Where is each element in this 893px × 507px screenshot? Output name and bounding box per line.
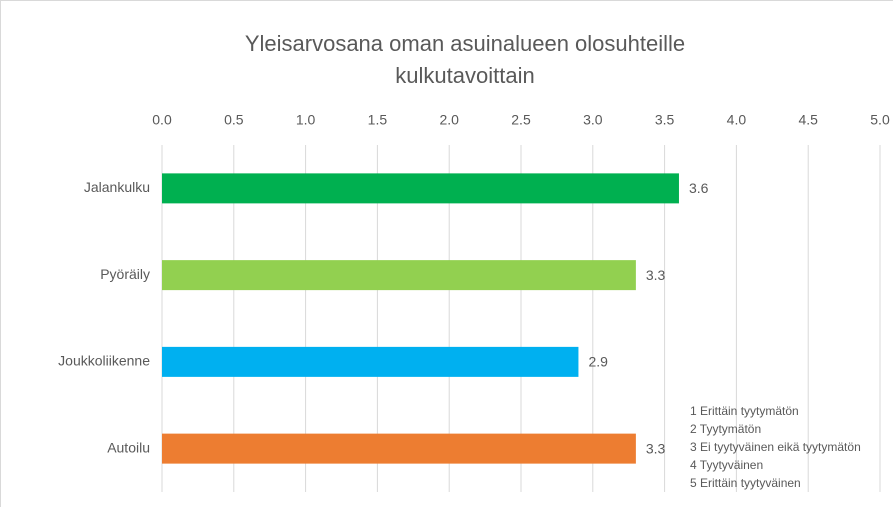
data-label: 3.3	[646, 267, 666, 283]
y-tick-label: Autoilu	[107, 439, 150, 455]
x-tick-label: 0.0	[152, 112, 172, 128]
annotation: 5 Erittäin tyytyväinen	[690, 476, 801, 490]
annotation: 3 Ei tyytyväinen eikä tyytymätön	[690, 440, 861, 454]
annotation: 1 Erittäin tyytymätön	[690, 404, 799, 418]
chart-title: Yleisarvosana oman asuinalueen olosuhtei…	[245, 31, 685, 56]
annotation: 4 Tyytyväinen	[690, 458, 763, 472]
x-tick-label: 1.0	[296, 112, 316, 128]
x-tick-label: 0.5	[224, 112, 244, 128]
y-tick-label: Pyöräily	[100, 266, 150, 282]
bar	[162, 260, 636, 291]
data-label: 2.9	[588, 354, 608, 370]
data-label: 3.6	[689, 180, 709, 196]
bar	[162, 433, 636, 464]
x-tick-label: 5.0	[870, 112, 890, 128]
x-tick-label: 4.5	[798, 112, 818, 128]
x-tick-label: 1.5	[368, 112, 388, 128]
chart-title: kulkutavoittain	[395, 63, 534, 88]
x-tick-label: 2.5	[511, 112, 531, 128]
y-tick-label: Joukkoliikenne	[58, 353, 150, 369]
x-tick-label: 4.0	[727, 112, 747, 128]
y-tick-label: Jalankulku	[84, 179, 150, 195]
data-label: 3.3	[646, 440, 666, 456]
annotation: 2 Tyytymätön	[690, 422, 761, 436]
x-tick-label: 3.5	[655, 112, 675, 128]
x-tick-label: 2.0	[439, 112, 459, 128]
x-tick-label: 3.0	[583, 112, 603, 128]
bar	[162, 346, 579, 377]
bar	[162, 173, 679, 204]
